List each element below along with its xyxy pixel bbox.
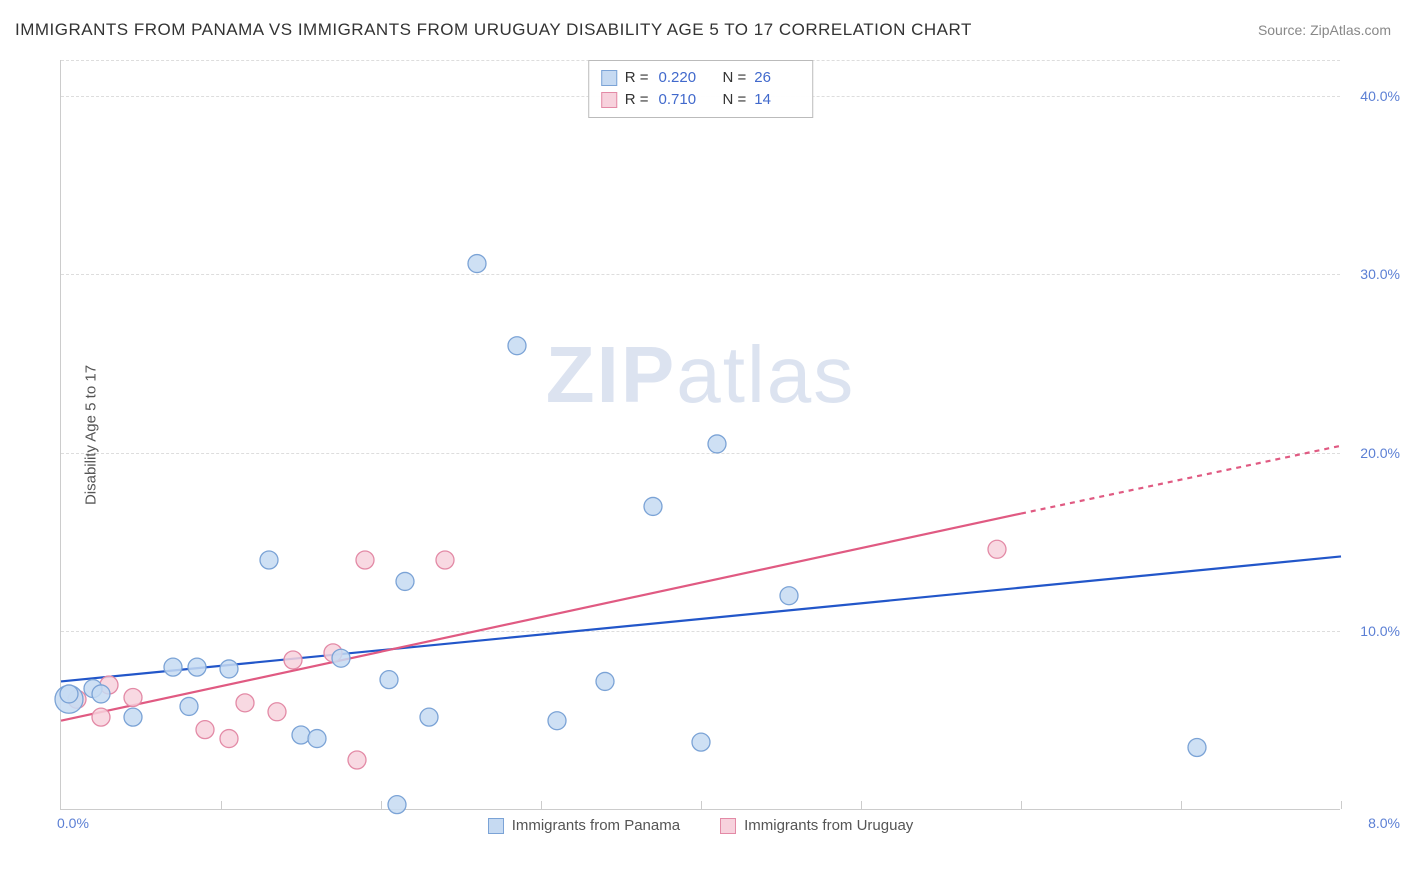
data-point-panama: [220, 660, 238, 678]
data-point-uruguay: [268, 703, 286, 721]
n-label: N =: [723, 89, 747, 111]
data-point-uruguay: [196, 721, 214, 739]
data-point-panama: [188, 658, 206, 676]
swatch-uruguay: [720, 818, 736, 834]
data-point-panama: [164, 658, 182, 676]
source-prefix: Source:: [1258, 22, 1310, 38]
source-credit: Source: ZipAtlas.com: [1258, 22, 1391, 38]
chart-plot-area: Disability Age 5 to 17 ZIPatlas 10.0%20.…: [60, 60, 1340, 810]
data-point-panama: [596, 672, 614, 690]
data-point-panama: [180, 697, 198, 715]
series-legend: Immigrants from Panama Immigrants from Ur…: [61, 817, 1340, 834]
data-point-uruguay: [348, 751, 366, 769]
legend-label: Immigrants from Uruguay: [744, 817, 913, 834]
regression-line-panama: [61, 556, 1341, 681]
swatch-panama: [601, 70, 617, 86]
n-value: 14: [754, 89, 800, 111]
stats-row-panama: R = 0.220 N = 26: [601, 67, 801, 89]
r-value: 0.710: [659, 89, 705, 111]
x-tick-max: 8.0%: [1368, 815, 1400, 831]
swatch-uruguay: [601, 92, 617, 108]
data-point-uruguay: [236, 694, 254, 712]
regression-line-uruguay: [61, 514, 1021, 721]
data-point-panama: [508, 337, 526, 355]
data-point-panama: [388, 796, 406, 814]
n-value: 26: [754, 67, 800, 89]
data-point-uruguay: [988, 540, 1006, 558]
y-tick-label: 10.0%: [1360, 623, 1400, 639]
legend-item-uruguay: Immigrants from Uruguay: [720, 817, 913, 834]
data-point-uruguay: [284, 651, 302, 669]
stats-row-uruguay: R = 0.710 N = 14: [601, 89, 801, 111]
data-point-panama: [124, 708, 142, 726]
data-point-panama: [708, 435, 726, 453]
data-point-panama: [1188, 739, 1206, 757]
data-point-panama: [468, 255, 486, 273]
x-tick-min: 0.0%: [57, 815, 89, 831]
data-point-panama: [292, 726, 310, 744]
data-point-panama: [332, 649, 350, 667]
data-point-panama: [692, 733, 710, 751]
r-label: R =: [625, 67, 649, 89]
data-point-panama: [92, 685, 110, 703]
y-tick-label: 20.0%: [1360, 445, 1400, 461]
data-point-panama: [396, 572, 414, 590]
n-label: N =: [723, 67, 747, 89]
data-point-panama: [260, 551, 278, 569]
data-point-uruguay: [92, 708, 110, 726]
data-point-panama: [420, 708, 438, 726]
legend-label: Immigrants from Panama: [512, 817, 680, 834]
data-point-panama: [548, 712, 566, 730]
y-tick-label: 40.0%: [1360, 88, 1400, 104]
data-point-uruguay: [124, 689, 142, 707]
swatch-panama: [488, 818, 504, 834]
scatter-svg: [61, 60, 1340, 809]
data-point-panama: [308, 730, 326, 748]
tick-v: [1341, 801, 1342, 809]
chart-title: IMMIGRANTS FROM PANAMA VS IMMIGRANTS FRO…: [15, 20, 972, 40]
y-tick-label: 30.0%: [1360, 266, 1400, 282]
regression-line-dash-uruguay: [1021, 446, 1341, 514]
data-point-uruguay: [220, 730, 238, 748]
data-point-uruguay: [436, 551, 454, 569]
data-point-panama: [380, 671, 398, 689]
data-point-panama: [644, 497, 662, 515]
r-label: R =: [625, 89, 649, 111]
data-point-panama: [780, 587, 798, 605]
legend-item-panama: Immigrants from Panama: [488, 817, 680, 834]
source-link[interactable]: ZipAtlas.com: [1310, 22, 1391, 38]
data-point-uruguay: [356, 551, 374, 569]
r-value: 0.220: [659, 67, 705, 89]
data-point-panama: [60, 685, 78, 703]
stats-legend-box: R = 0.220 N = 26 R = 0.710 N = 14: [588, 60, 814, 118]
